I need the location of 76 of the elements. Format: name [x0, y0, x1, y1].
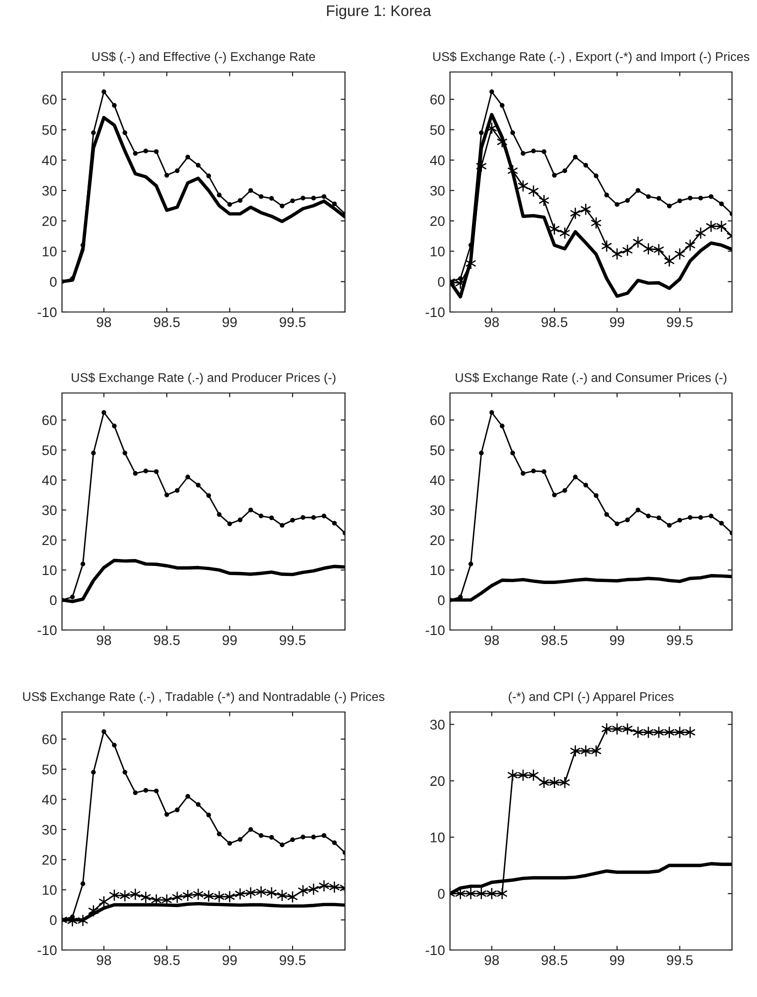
y-tick-label: 60: [42, 415, 57, 426]
y-tick-label: -10: [38, 625, 57, 636]
y-tick-label: 0: [50, 595, 57, 606]
x-tick-label: 98: [96, 635, 112, 646]
y-tick-label: 20: [42, 216, 57, 226]
y-tick-label: 30: [42, 505, 57, 516]
y-tick-label: 20: [430, 535, 445, 546]
y-tick-label: 40: [42, 155, 57, 166]
x-tick-label: 99: [222, 317, 237, 328]
x-tick-label: 98: [484, 317, 499, 328]
y-tick-label: 30: [42, 824, 57, 835]
x-tick-label: 99: [222, 955, 237, 966]
x-tick-label: 99.5: [666, 317, 693, 328]
x-tick-label: 99.5: [280, 635, 306, 646]
y-tick-label: 60: [42, 94, 57, 105]
y-tick-label: 30: [42, 186, 57, 196]
y-tick-label: 10: [42, 565, 57, 576]
x-tick-label: 98: [484, 955, 499, 966]
chart-title: US$ (.-) and Effective (-) Exchange Rate: [92, 52, 316, 64]
x-tick-label: 99.5: [666, 955, 693, 966]
caption: Figure 1: Korea: [327, 4, 432, 20]
y-tick-label: 50: [430, 445, 445, 456]
x-tick-label: 99: [222, 635, 237, 646]
y-tick-label: 30: [430, 186, 445, 196]
y-tick-label: 10: [430, 246, 445, 256]
x-tick-label: 98: [96, 955, 112, 966]
y-tick-label: -10: [426, 625, 445, 636]
y-tick-label: 50: [42, 445, 57, 456]
y-tick-label: 10: [42, 246, 57, 256]
x-tick-label: 99.5: [280, 317, 306, 328]
y-tick-label: 30: [430, 505, 445, 516]
y-tick-label: 20: [430, 216, 445, 226]
x-tick-label: 98: [96, 317, 112, 328]
x-tick-label: 98: [484, 635, 499, 646]
y-tick-label: 0: [438, 888, 445, 899]
y-tick-label: 0: [50, 915, 57, 926]
x-tick-label: 99: [610, 635, 624, 646]
y-tick-label: 60: [430, 415, 445, 426]
chart-title: US$ Exchange Rate (.-) and Consumer Prices (-): [456, 372, 726, 384]
x-tick-label: 98.5: [154, 317, 180, 328]
x-tick-label: 99.5: [666, 635, 693, 646]
y-tick-label: -10: [38, 307, 57, 318]
chart-title: US$ Exchange Rate (.-) , Tradable (-*) and Nontradable (-) Prices: [23, 692, 384, 704]
y-tick-label: 0: [438, 276, 445, 287]
y-tick-label: 20: [430, 776, 445, 786]
y-tick-label: 40: [42, 475, 57, 486]
y-tick-label: 0: [438, 595, 445, 606]
y-tick-label: 10: [430, 565, 445, 576]
x-tick-label: 98.5: [542, 317, 568, 328]
y-tick-label: 60: [430, 94, 445, 105]
x-tick-label: 99: [610, 317, 624, 328]
y-tick-label: 10: [42, 885, 57, 895]
chart-title: US$ Exchange Rate (.-) and Producer Prices (-): [72, 372, 336, 384]
y-tick-label: 0: [50, 276, 57, 287]
y-tick-label: 20: [42, 854, 57, 865]
x-tick-label: 98.5: [154, 955, 180, 966]
y-tick-label: 20: [42, 535, 57, 546]
chart-title: US$ Exchange Rate (.-) , Export (-*) and Import (-) Prices: [433, 52, 750, 64]
y-tick-label: 40: [430, 155, 445, 166]
y-tick-label: 40: [42, 794, 57, 805]
x-tick-label: 98.5: [154, 635, 180, 646]
x-tick-label: 98.5: [542, 955, 568, 966]
y-tick-label: 60: [42, 734, 57, 744]
y-tick-label: 10: [430, 832, 445, 842]
y-tick-label: 30: [430, 720, 445, 730]
x-tick-label: 98.5: [542, 635, 568, 646]
y-tick-label: -10: [426, 945, 445, 956]
y-tick-label: 50: [42, 125, 57, 135]
y-tick-label: 50: [42, 764, 57, 774]
y-tick-label: -10: [426, 307, 445, 318]
y-tick-label: 40: [430, 475, 445, 486]
x-tick-label: 99.5: [280, 955, 306, 966]
chart-title: (-*) and CPI (-) Apparel Prices: [508, 692, 674, 704]
y-tick-label: -10: [38, 945, 57, 956]
x-tick-label: 99: [610, 955, 624, 966]
y-tick-label: 50: [430, 125, 445, 135]
